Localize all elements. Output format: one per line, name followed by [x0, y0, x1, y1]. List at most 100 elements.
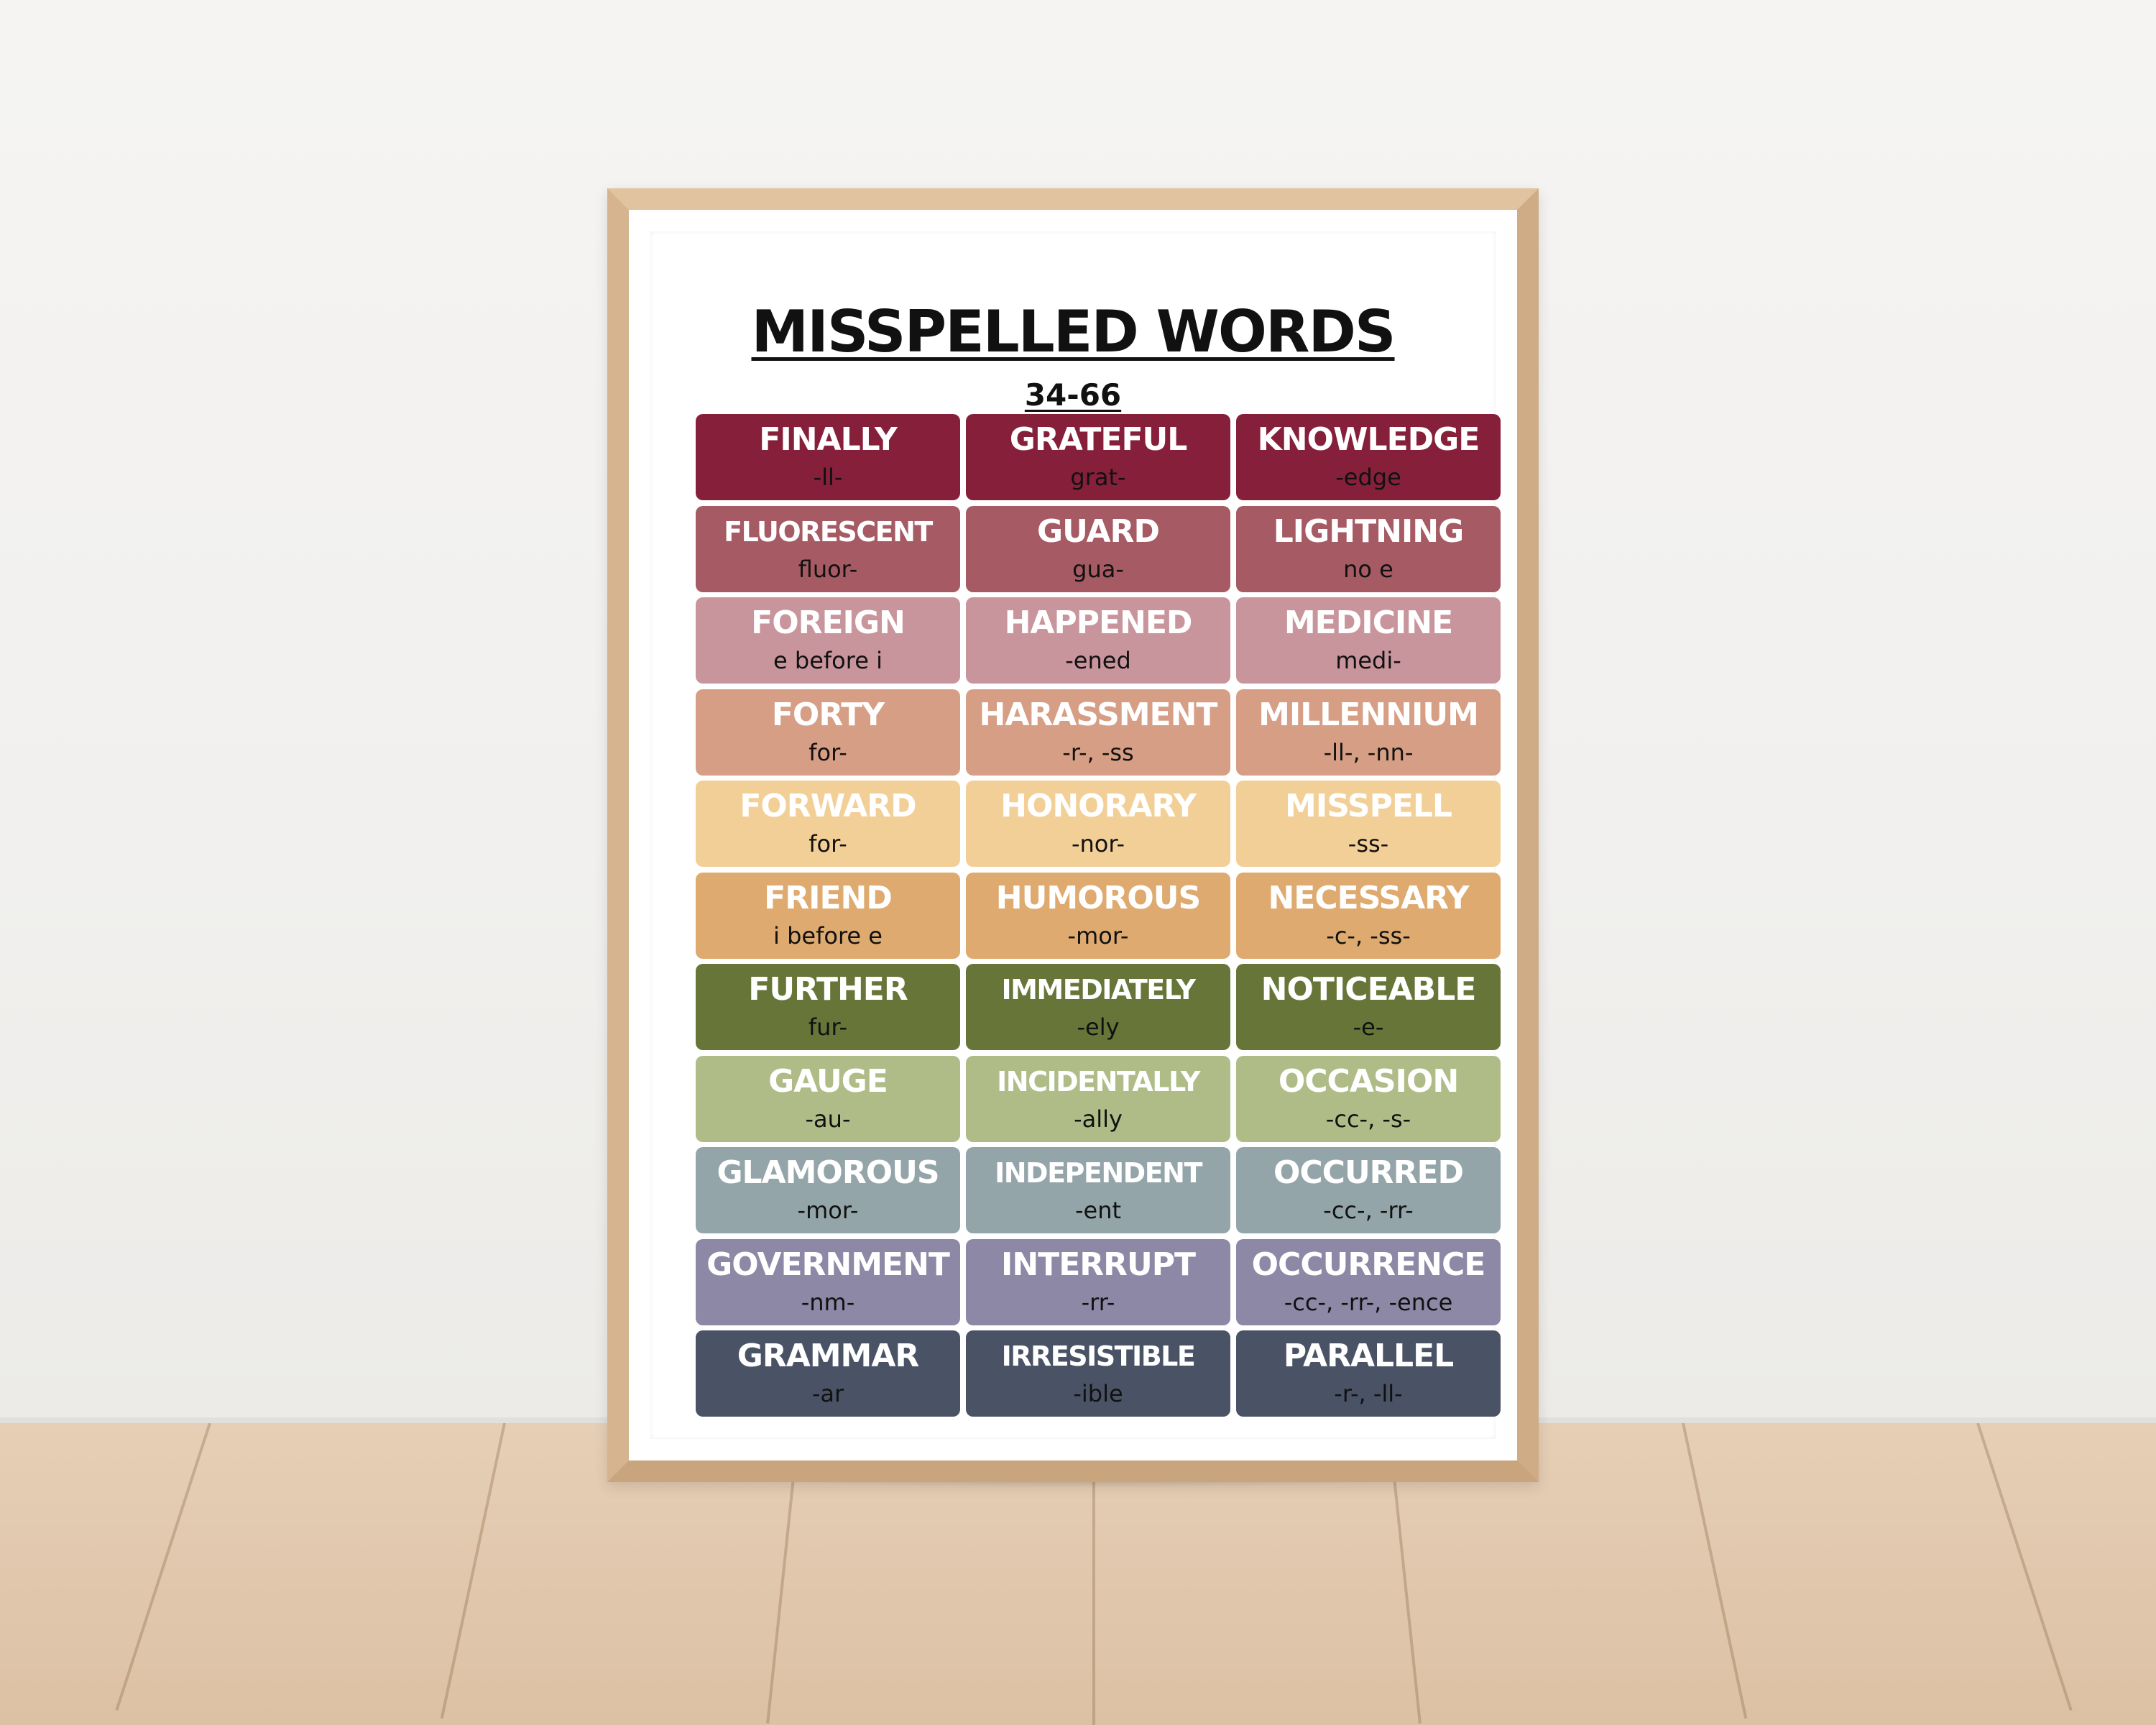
word-text: HUMOROUS: [995, 880, 1201, 916]
word-text: MISSPELL: [1285, 788, 1452, 824]
word-card: HUMOROUS -mor-: [966, 873, 1230, 959]
word-text: INTERRUPT: [1000, 1246, 1196, 1283]
word-card: FRIEND i before e: [696, 873, 960, 959]
word-text: OCCURRED: [1273, 1154, 1464, 1191]
spelling-hint: -cc-, -rr-, -ence: [1284, 1289, 1453, 1316]
spelling-hint: -nor-: [1071, 830, 1125, 857]
spelling-hint: -mor-: [1067, 922, 1129, 949]
spelling-hint: -ss-: [1348, 830, 1389, 857]
word-text: HAPPENED: [1004, 604, 1193, 641]
word-card: KNOWLEDGE -edge: [1236, 414, 1501, 500]
word-card: FORTY for-: [696, 689, 960, 776]
word-text: IMMEDIATELY: [1001, 974, 1196, 1006]
word-card: INDEPENDENT -ent: [966, 1147, 1230, 1233]
word-card: GRATEFUL grat-: [966, 414, 1230, 500]
word-card: MILLENNIUM -ll-, -nn-: [1236, 689, 1501, 776]
word-text: FORTY: [771, 696, 885, 733]
word-card: GLAMOROUS -mor-: [696, 1147, 960, 1233]
word-text: FLUORESCENT: [724, 516, 933, 548]
word-text: GRATEFUL: [1009, 421, 1188, 458]
word-text: MEDICINE: [1284, 604, 1453, 641]
word-text: GLAMOROUS: [717, 1154, 939, 1191]
spelling-hint: -ally: [1074, 1105, 1123, 1133]
word-card: GUARD gua-: [966, 506, 1230, 592]
word-text: PARALLEL: [1283, 1338, 1454, 1374]
word-text: GAUGE: [768, 1063, 888, 1100]
spelling-hint: e before i: [773, 647, 883, 674]
word-card: PARALLEL -r-, -ll-: [1236, 1330, 1501, 1417]
word-text: MILLENNIUM: [1258, 696, 1479, 733]
floor-plank-seam: [440, 1423, 506, 1719]
poster-subtitle-text: 34-66: [1024, 377, 1122, 413]
word-text: IRRESISTIBLE: [1001, 1340, 1196, 1372]
spelling-hint: gua-: [1072, 556, 1124, 583]
spelling-hint: fluor-: [798, 556, 858, 583]
word-card: GOVERNMENT -nm-: [696, 1239, 960, 1325]
spelling-hint: -cc-, -s-: [1325, 1105, 1411, 1133]
word-text: INCIDENTALLY: [997, 1066, 1200, 1098]
word-text: GOVERNMENT: [706, 1246, 950, 1283]
word-text: FORWARD: [740, 788, 916, 824]
poster-title-text: MISSPELLED WORDS: [751, 298, 1396, 365]
spelling-hint: -cc-, -rr-: [1323, 1197, 1414, 1224]
word-text: INDEPENDENT: [995, 1157, 1202, 1189]
word-text: OCCURRENCE: [1251, 1246, 1486, 1283]
spelling-hint: -ent: [1074, 1197, 1122, 1224]
spelling-hint: -mor-: [797, 1197, 859, 1224]
spelling-hint: -ely: [1077, 1013, 1120, 1041]
word-card: HAPPENED -ened: [966, 597, 1230, 684]
spelling-hint: -ll-, -nn-: [1323, 739, 1414, 766]
spelling-hint: -r-, -ss: [1062, 739, 1134, 766]
word-card: OCCASION -cc-, -s-: [1236, 1056, 1501, 1142]
spelling-hint: -e-: [1353, 1013, 1384, 1041]
word-card: IRRESISTIBLE -ible: [966, 1330, 1230, 1417]
spelling-hint: -ible: [1073, 1380, 1123, 1407]
spelling-hint: grat-: [1070, 464, 1126, 491]
spelling-hint: -ll-: [813, 464, 843, 491]
word-text: GRAMMAR: [737, 1338, 920, 1374]
word-card: FURTHER fur-: [696, 964, 960, 1050]
word-text: KNOWLEDGE: [1257, 421, 1480, 458]
spelling-hint: -ar: [811, 1380, 844, 1407]
word-card: GAUGE -au-: [696, 1056, 960, 1142]
spelling-hint: -rr-: [1081, 1289, 1115, 1316]
spelling-hint: medi-: [1335, 647, 1401, 674]
word-text: HARASSMENT: [979, 696, 1218, 733]
word-card: MISSPELL -ss-: [1236, 781, 1501, 867]
word-card: INCIDENTALLY -ally: [966, 1056, 1230, 1142]
spelling-hint: fur-: [808, 1013, 848, 1041]
word-text: LIGHTNING: [1273, 513, 1465, 550]
spelling-hint: -c-, -ss-: [1326, 922, 1411, 949]
floor-plank-seam: [115, 1423, 211, 1711]
spelling-hint: -au-: [805, 1105, 851, 1133]
poster: MISSPELLED WORDS 34-66 FINALLY -ll- GRATEF…: [650, 231, 1501, 1439]
word-card: FINALLY -ll-: [696, 414, 960, 500]
word-card: NOTICEABLE -e-: [1236, 964, 1501, 1050]
word-text: NOTICEABLE: [1261, 971, 1477, 1008]
word-card: INTERRUPT -rr-: [966, 1239, 1230, 1325]
spelling-hint: -edge: [1335, 464, 1401, 491]
spelling-hint: no e: [1343, 556, 1393, 583]
word-text: FRIEND: [764, 880, 893, 916]
spelling-hint: -ened: [1065, 647, 1131, 674]
word-text: NECESSARY: [1268, 880, 1469, 916]
word-card: GRAMMAR -ar: [696, 1330, 960, 1417]
spelling-hint: for-: [808, 739, 847, 766]
floor-plank-seam: [1976, 1423, 2073, 1711]
word-text: FURTHER: [748, 971, 908, 1008]
floor-plank-seam: [1682, 1423, 1748, 1719]
poster-title: MISSPELLED WORDS: [650, 298, 1496, 367]
word-text: FINALLY: [759, 421, 897, 458]
floor-plank-seam: [1092, 1423, 1095, 1725]
word-card: FLUORESCENT fluor-: [696, 506, 960, 592]
word-text: OCCASION: [1278, 1063, 1459, 1100]
poster-subtitle: 34-66: [650, 375, 1496, 415]
spelling-hint: for-: [808, 830, 847, 857]
word-text: GUARD: [1037, 513, 1160, 550]
spelling-hint: -r-, -ll-: [1334, 1380, 1403, 1407]
word-card: MEDICINE medi-: [1236, 597, 1501, 684]
word-card: LIGHTNING no e: [1236, 506, 1501, 592]
word-text: FOREIGN: [751, 604, 906, 641]
word-card: IMMEDIATELY -ely: [966, 964, 1230, 1050]
spelling-hint: i before e: [773, 922, 883, 949]
